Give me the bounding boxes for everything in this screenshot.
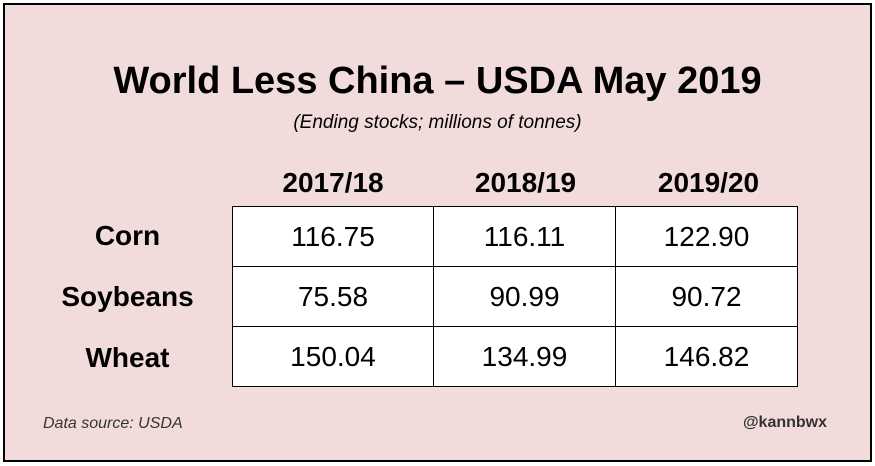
author-handle: @kannbwx xyxy=(742,414,827,431)
row-label-wheat: Wheat xyxy=(85,342,170,373)
table-cell: 90.72 xyxy=(615,266,798,327)
table-cell: 150.04 xyxy=(232,326,434,387)
chart-title: World Less China – USDA May 2019 xyxy=(113,60,762,102)
row-label-soybeans: Soybeans xyxy=(61,281,194,312)
chart-frame: World Less China – USDA May 2019 (Ending… xyxy=(3,3,872,462)
table-cell: 90.99 xyxy=(433,266,616,327)
table-cell: 122.90 xyxy=(615,206,798,267)
column-header-2019-20: 2019/20 xyxy=(657,167,760,198)
column-header-2018-19: 2018/19 xyxy=(474,167,577,198)
table-cell: 116.75 xyxy=(232,206,434,267)
chart-subtitle: (Ending stocks; millions of tonnes) xyxy=(293,112,582,133)
table-cell: 116.11 xyxy=(433,206,616,267)
table-row-soybeans: 75.58 90.99 90.72 xyxy=(232,266,798,327)
table-row-wheat: 150.04 134.99 146.82 xyxy=(232,326,798,387)
table-cell: 75.58 xyxy=(232,266,434,327)
table-row-corn: 116.75 116.11 122.90 xyxy=(232,206,798,267)
column-header-2017-18: 2017/18 xyxy=(282,167,384,198)
row-label-corn: Corn xyxy=(94,220,161,251)
data-table: 116.75 116.11 122.90 75.58 90.99 90.72 1… xyxy=(232,206,798,387)
data-source-note: Data source: USDA xyxy=(43,415,183,432)
table-cell: 134.99 xyxy=(433,326,616,387)
table-cell: 146.82 xyxy=(615,326,798,387)
